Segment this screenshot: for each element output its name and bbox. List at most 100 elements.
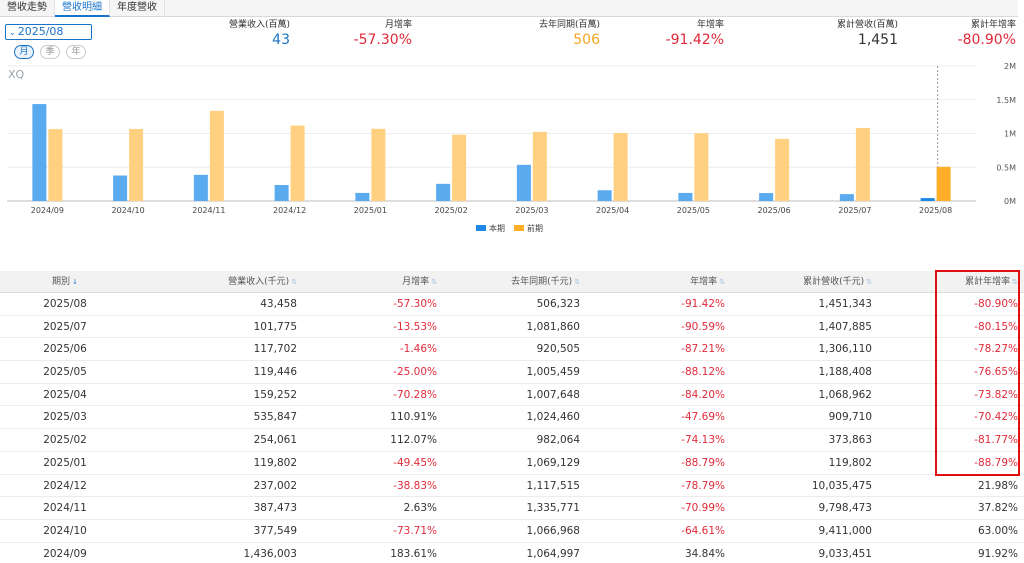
table-cell: 920,505 [536, 343, 580, 356]
legend-swatch [476, 225, 486, 231]
column-header-5[interactable]: 累計營收(千元) ⇅ [725, 271, 872, 292]
table-cell: 982,064 [536, 434, 580, 447]
column-header-2[interactable]: 月增率 ⇅ [297, 271, 437, 292]
tab-annual-revenue[interactable]: 年度營收 [110, 0, 165, 17]
table-cell: 1,007,648 [526, 388, 580, 401]
stat-cumulative-value: 1,451 [857, 32, 898, 48]
table-cell: 43,458 [260, 298, 297, 310]
revenue-chart: XQ 0M 0.5M 1M 1.5M 2M 2024/09 2024/10 2024/11 202… [7, 62, 1016, 233]
table-cell: 1,081,860 [526, 320, 580, 333]
bar-current [355, 192, 370, 201]
table-cell: 63.00% [977, 524, 1018, 537]
x-tick-label: 2025/07 [838, 206, 871, 215]
x-tick-label: 2024/10 [112, 206, 145, 215]
period-select[interactable]: ⌄ 2025/08 [5, 24, 92, 40]
table-cell: 1,024,460 [526, 411, 580, 424]
table-cell: 1,117,515 [526, 479, 580, 492]
stat-mom-value: -57.30% [353, 32, 412, 48]
table-cell: -88.12% [681, 366, 725, 379]
table-cell: 1,407,885 [818, 320, 872, 333]
stat-last-year-label: 去年同期(百萬) [538, 20, 600, 30]
table-cell: -73.71% [393, 524, 437, 537]
table-cell: 373,863 [828, 434, 872, 447]
table-row[interactable]: 2024/10 377,549 -73.71% 1,066,968 -64.61% 9,4… [0, 520, 1024, 543]
x-tick-label: 2025/03 [515, 206, 548, 215]
sort-icon[interactable]: ↓ [72, 278, 78, 286]
table-row[interactable]: 2025/03 535,847 110.91% 1,024,460 -47.69% 909… [0, 406, 1024, 430]
table-cell: 1,306,110 [818, 343, 872, 356]
x-tick-label: 2025/04 [596, 206, 629, 215]
bar-current [678, 192, 693, 201]
table-cell: 2024/11 [43, 502, 87, 515]
sort-icon[interactable]: ⇅ [866, 278, 872, 286]
bar-previous [48, 129, 63, 201]
bar-current [274, 185, 289, 201]
table-cell: -87.21% [681, 343, 725, 356]
bar-previous [209, 110, 224, 201]
table-cell: 1,188,408 [818, 366, 872, 379]
stat-yoy-label: 年增率 [696, 20, 724, 30]
table-cell: 159,252 [253, 388, 297, 401]
table-cell: -38.83% [393, 479, 437, 492]
stat-cumulative-label: 累計營收(百萬) [836, 20, 898, 30]
table-row[interactable]: 2025/07 101,775 -13.53% 1,081,860 -90.59% 1,4… [0, 316, 1024, 339]
table-row[interactable]: 2025/06 117,702 -1.46% 920,505 -87.21% 1,306,… [0, 338, 1024, 362]
period-type-month[interactable]: 月 [14, 45, 34, 59]
table-cell: 1,335,771 [526, 502, 580, 515]
table-cell: 1,436,003 [243, 547, 297, 560]
table-cell: 9,033,451 [818, 547, 872, 560]
table-cell: 2024/12 [43, 479, 87, 492]
column-header-4[interactable]: 年增率 ⇅ [580, 271, 725, 292]
bar-previous [855, 127, 870, 201]
table-cell: 2025/01 [43, 456, 87, 469]
table-row[interactable]: 2024/11 387,473 2.63% 1,335,771 -70.99% 9,798… [0, 497, 1024, 520]
stat-revenue: 營業收入(百萬) 43 [200, 20, 290, 49]
sort-icon[interactable]: ⇅ [291, 278, 297, 286]
column-header-3[interactable]: 去年同期(千元) ⇅ [437, 271, 580, 292]
column-header-1[interactable]: 營業收入(千元) ⇅ [130, 271, 297, 292]
stat-cumulative: 累計營收(百萬) 1,451 [808, 20, 898, 49]
period-type-quarter[interactable]: 季 [40, 45, 60, 59]
stat-revenue-value: 43 [272, 32, 290, 48]
table-cell: -78.79% [681, 479, 725, 492]
tab-revenue-trend[interactable]: 營收走勢 [0, 0, 55, 17]
table-cell: 2024/09 [43, 547, 87, 560]
table-cell: 1,005,459 [526, 366, 580, 379]
table-row[interactable]: 2025/01 119,802 -49.45% 1,069,129 -88.79% 119… [0, 452, 1024, 475]
table-row[interactable]: 2025/05 119,446 -25.00% 1,005,459 -88.12% 1,1… [0, 361, 1024, 384]
table-row[interactable]: 2025/08 43,458 -57.30% 506,323 -91.42% 1,451,… [0, 293, 1024, 316]
table-cell: 117,702 [253, 343, 297, 356]
sort-icon[interactable]: ⇅ [574, 278, 580, 286]
stat-mom: 月增率 -57.30% [320, 20, 412, 49]
column-header-0[interactable]: 期別 ↓ [0, 271, 130, 292]
bar-current [516, 164, 531, 201]
table-row[interactable]: 2025/04 159,252 -70.28% 1,007,648 -84.20% 1,0… [0, 384, 1024, 407]
bar-previous [775, 138, 790, 201]
table-cell: 119,446 [253, 366, 297, 379]
tab-revenue-detail[interactable]: 營收明細 [55, 0, 110, 17]
sort-icon[interactable]: ⇅ [719, 278, 725, 286]
table-header: 期別 ↓ 營業收入(千元) ⇅ 月增率 ⇅ 去年同期(千元) ⇅ 年增率 ⇅ 累計營收(千元) ⇅ 累計… [0, 271, 1024, 293]
table-row[interactable]: 2024/09 1,436,003 183.61% 1,064,997 34.84% 9,… [0, 543, 1024, 563]
sort-icon[interactable]: ⇅ [431, 278, 437, 286]
table-cell: -70.42% [974, 411, 1018, 424]
bar-previous [452, 134, 467, 201]
x-tick-label: 2024/11 [192, 206, 225, 215]
table-cell: -74.13% [681, 434, 725, 447]
table-cell: -73.82% [974, 388, 1018, 401]
table-cell: -47.69% [681, 411, 725, 424]
bar-current [920, 198, 935, 201]
table-row[interactable]: 2025/02 254,061 112.07% 982,064 -74.13% 373,8… [0, 429, 1024, 452]
table-cell: 119,802 [828, 456, 872, 469]
table-cell: 535,847 [253, 411, 297, 424]
sort-icon[interactable]: ⇅ [1012, 278, 1018, 286]
column-header-6[interactable]: 累計年增率 ⇅ [872, 271, 1018, 292]
legend-label: 本期 [489, 223, 505, 233]
bar-current [193, 174, 208, 201]
table-cell: 2025/05 [43, 366, 87, 379]
table-cell: 909,710 [828, 411, 872, 424]
stat-cumulative-yoy-label: 累計年增率 [970, 20, 1016, 30]
bar-current [436, 183, 451, 201]
table-row[interactable]: 2024/12 237,002 -38.83% 1,117,515 -78.79% 10,… [0, 475, 1024, 498]
period-type-year[interactable]: 年 [66, 45, 86, 59]
